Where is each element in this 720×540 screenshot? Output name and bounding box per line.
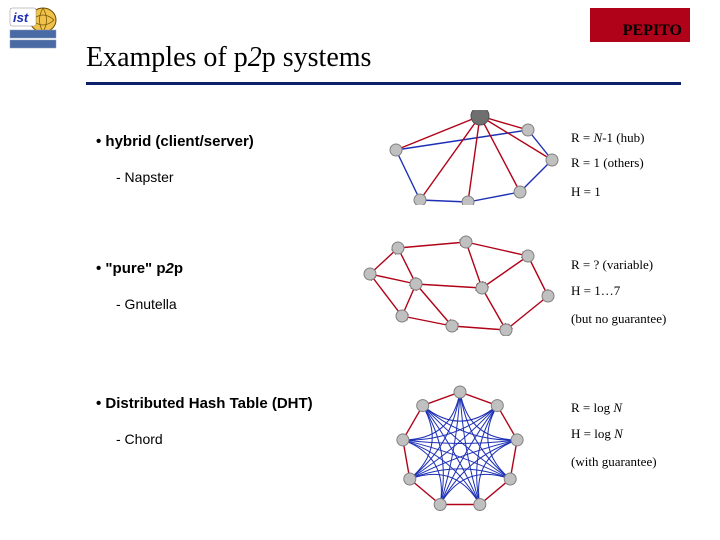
section-note: H = 1 <box>571 184 601 200</box>
brand-label: PEPITO <box>623 22 682 40</box>
title-text: Examples of p2p systems <box>86 42 371 73</box>
section-note: R = N-1 (hub) <box>571 130 644 146</box>
ist-logo: ist <box>8 6 58 50</box>
section-sub: - Napster <box>116 169 174 185</box>
network-diagram <box>356 234 556 341</box>
network-diagram <box>380 110 560 210</box>
title-underline <box>86 82 681 85</box>
section-bullet: • hybrid (client/server) <box>96 133 254 150</box>
ist-logo-svg: ist <box>8 6 58 50</box>
section-note: (but no guarantee) <box>571 311 666 327</box>
section-note: H = log N <box>571 426 623 442</box>
section-note: R = ? (variable) <box>571 257 653 273</box>
page-title: Examples of p2p systems <box>86 42 371 74</box>
svg-text:ist: ist <box>13 10 29 25</box>
section-note: H = 1…7 <box>571 283 620 299</box>
section-note: R = log N <box>571 400 622 416</box>
section-sub: - Chord <box>116 431 163 447</box>
section-note: (with guarantee) <box>571 454 657 470</box>
section-sub: - Gnutella <box>116 296 177 312</box>
section-bullet: • "pure" p2p <box>96 260 183 277</box>
network-diagram <box>380 380 540 525</box>
section-bullet: • Distributed Hash Table (DHT) <box>96 395 313 412</box>
section-note: R = 1 (others) <box>571 155 644 171</box>
